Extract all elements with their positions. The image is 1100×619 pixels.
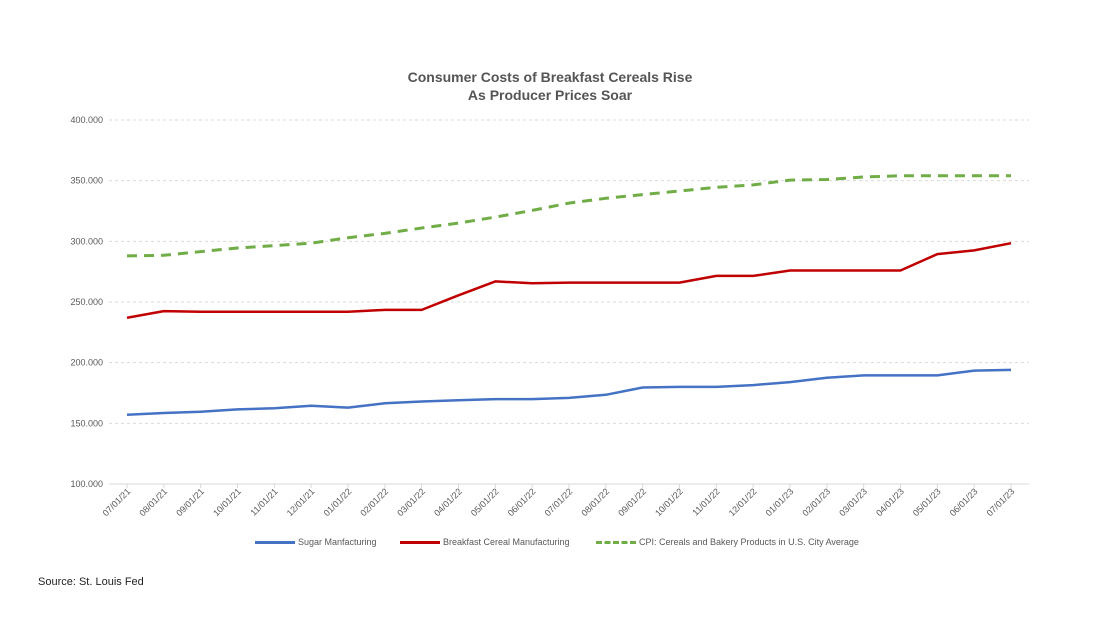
x-tick-label: 07/01/22 [543,486,575,518]
series-line-1 [126,241,1012,320]
x-tick-label: 07/01/23 [985,486,1017,518]
series-line-0 [126,368,1012,417]
x-tick-label: 08/01/22 [579,486,611,518]
legend-item-sugar: Sugar Manfacturing [255,537,377,547]
legend-item-cereal: Breakfast Cereal Manufacturing [400,537,570,547]
series-line-2 [126,174,1011,258]
x-tick-label: 01/01/23 [764,486,796,518]
x-tick-label: 02/01/23 [800,486,832,518]
source-note: Source: St. Louis Fed [38,576,144,588]
title-line-1: Consumer Costs of Breakfast Cereals Rise [407,69,693,85]
y-tick-label: 150.000 [70,418,103,428]
x-tick-label: 05/01/22 [469,486,501,518]
x-tick-label: 03/01/22 [395,486,427,518]
x-tick-label: 11/01/22 [690,486,721,517]
x-tick-label: 06/01/22 [506,486,538,518]
x-tick-label: 04/01/23 [874,486,906,518]
legend-label: CPI: Cereals and Bakery Products in U.S.… [639,537,859,547]
x-tick-label: 09/01/22 [616,486,648,518]
y-tick-label: 100.000 [70,479,103,489]
chart-title: Consumer Costs of Breakfast Cereals Rise… [0,68,1100,104]
x-tick-label: 11/01/21 [248,486,279,517]
legend-swatch [596,540,636,544]
x-tick-label: 01/01/22 [322,486,354,518]
x-tick-label: 03/01/23 [837,486,869,518]
x-tick-label: 06/01/23 [948,486,980,518]
x-tick-label: 08/01/21 [137,486,169,518]
legend-label: Sugar Manfacturing [298,537,377,547]
x-tick-label: 05/01/23 [911,486,943,518]
x-tick-label: 10/01/22 [653,486,685,518]
title-line-2: As Producer Prices Soar [467,87,633,103]
y-tick-label: 200.000 [70,358,103,368]
y-tick-label: 400.000 [70,115,103,125]
x-tick-label: 04/01/22 [432,486,464,518]
y-tick-label: 250.000 [70,297,103,307]
x-tick-label: 10/01/21 [211,486,243,518]
legend-swatch [400,540,440,544]
y-tick-label: 350.000 [70,176,103,186]
x-tick-label: 07/01/21 [101,486,133,518]
y-tick-label: 300.000 [70,236,103,246]
x-tick-label: 12/01/22 [727,486,759,518]
x-tick-label: 09/01/21 [174,486,206,518]
legend-item-cpi: CPI: Cereals and Bakery Products in U.S.… [596,537,859,547]
legend-swatch [255,540,295,544]
x-tick-label: 12/01/21 [285,486,317,518]
x-tick-label: 02/01/22 [358,486,390,518]
legend-label: Breakfast Cereal Manufacturing [443,537,570,547]
